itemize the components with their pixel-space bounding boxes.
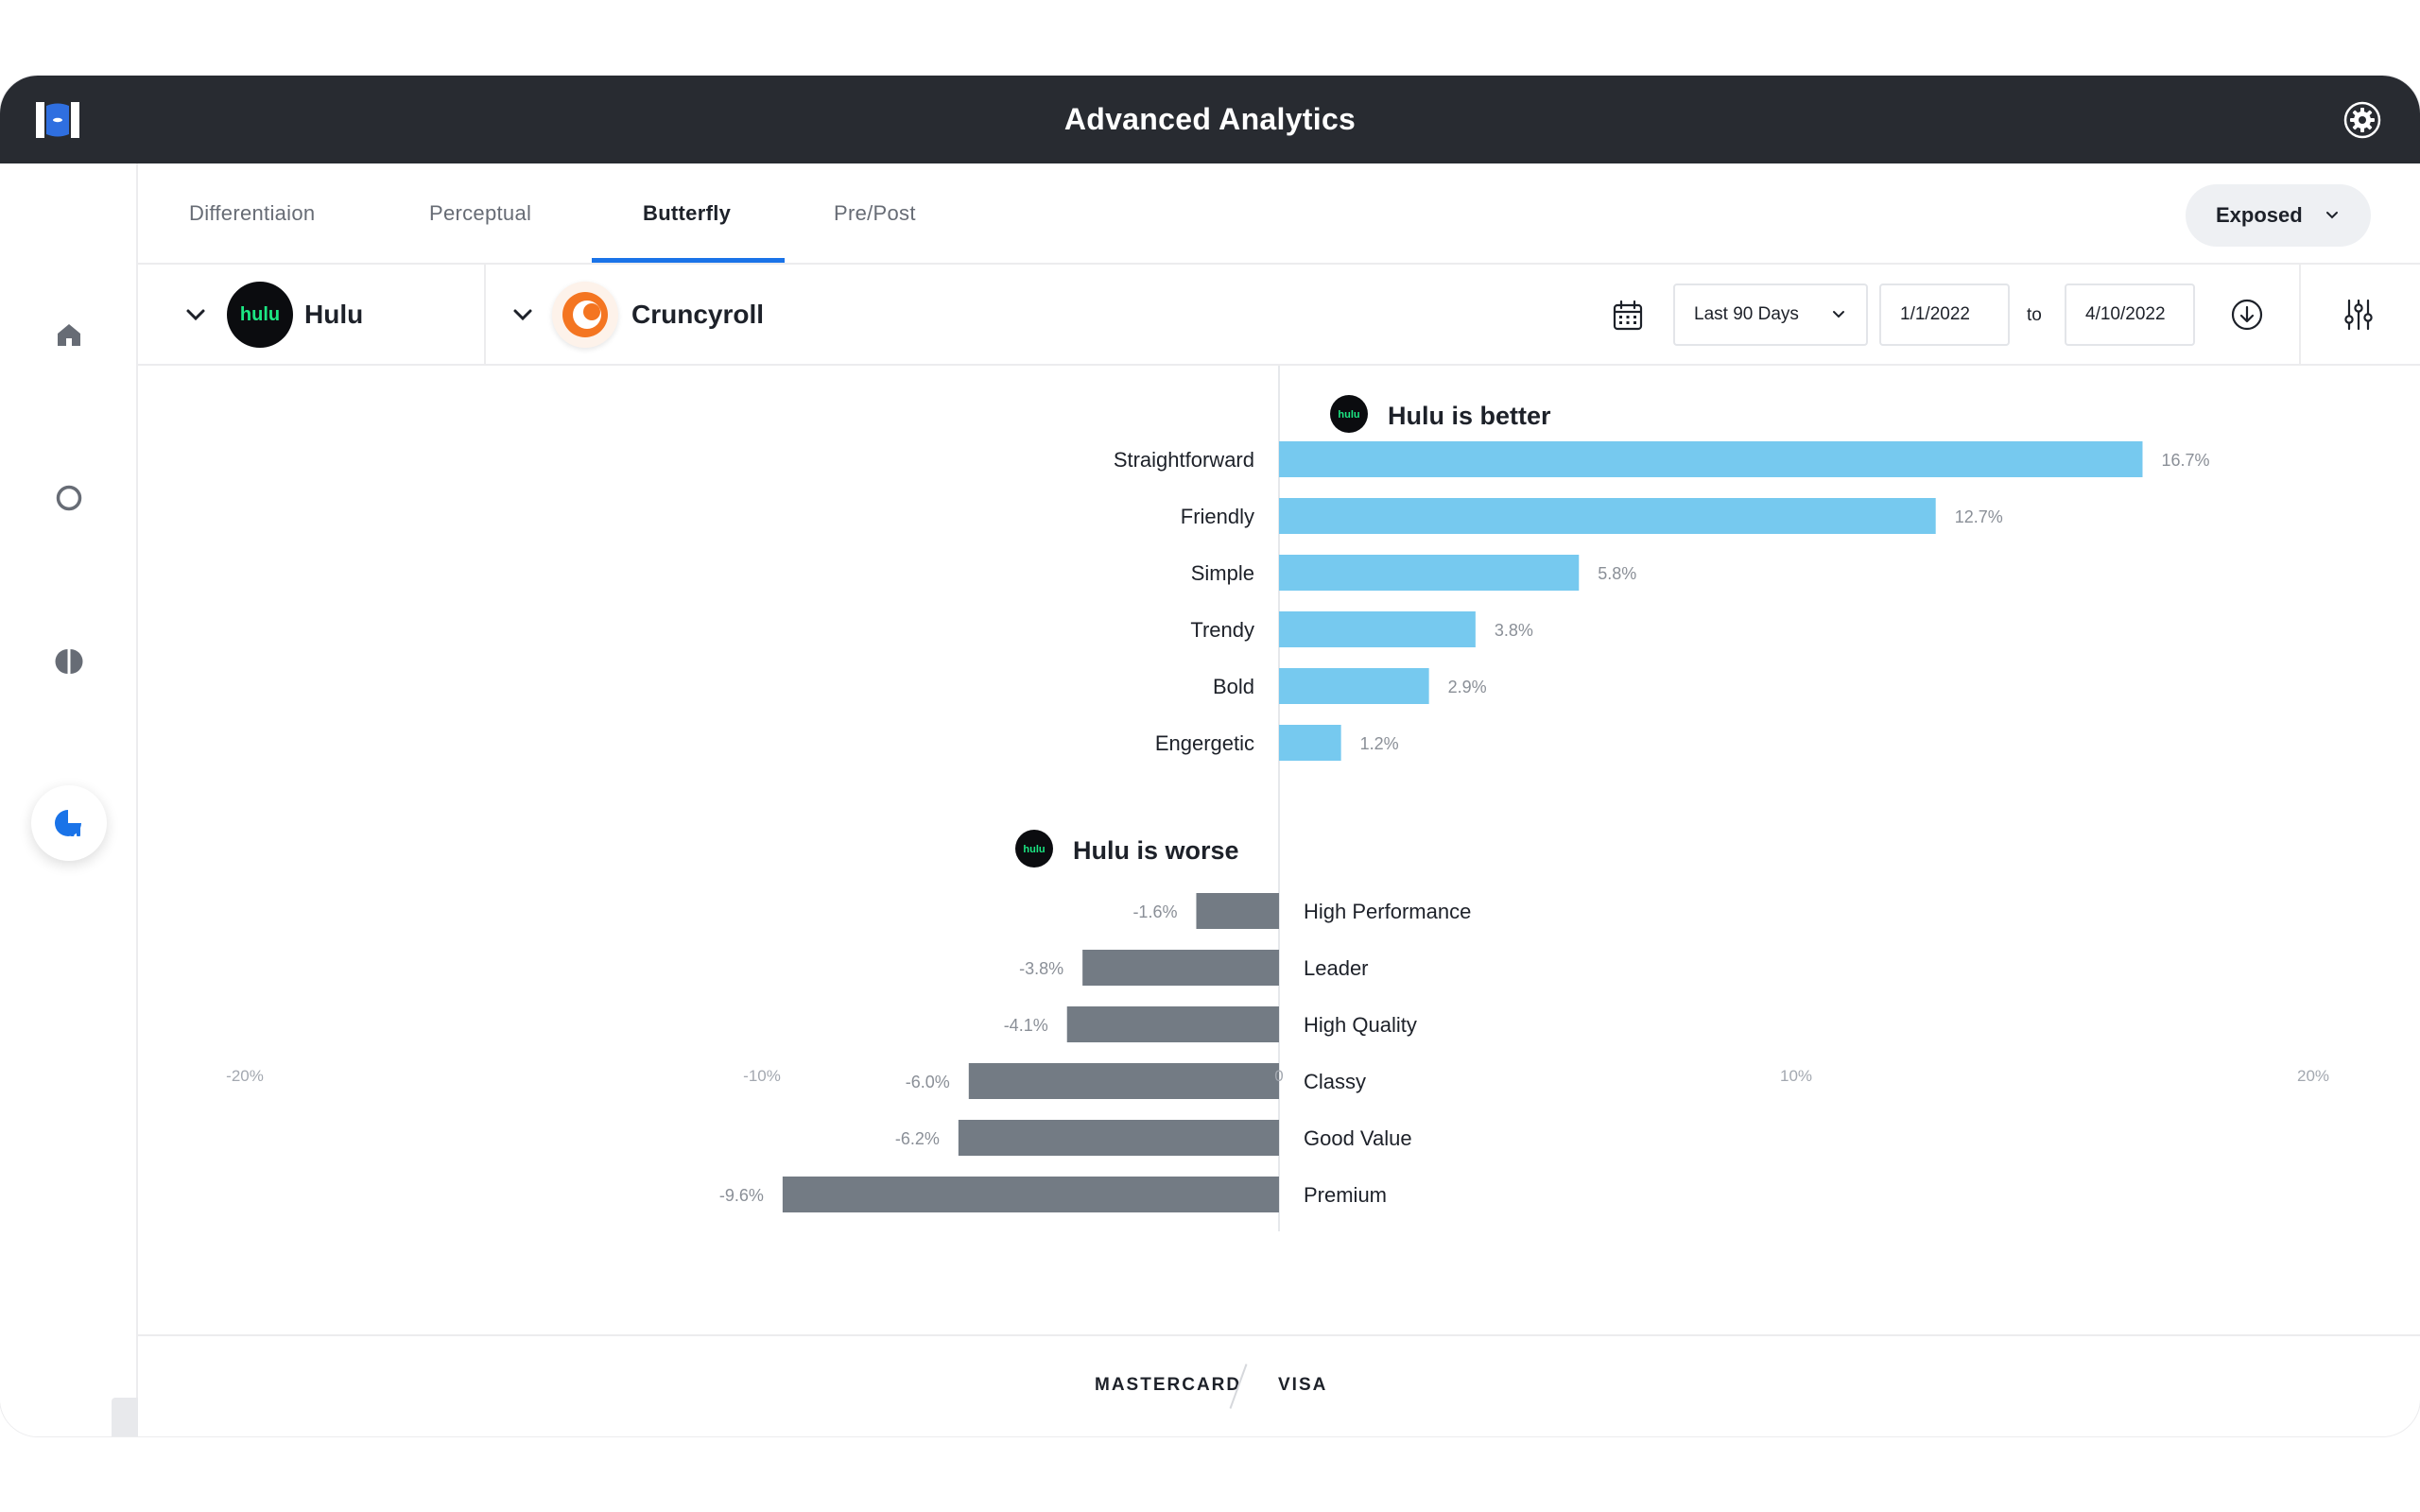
tab-differentiation[interactable]: Differentiaion — [189, 201, 316, 225]
worse-value-label: -9.6% — [719, 1186, 764, 1205]
crunchyroll-logo-icon — [562, 292, 608, 337]
better-value-label: 5.8% — [1598, 564, 1636, 583]
worse-value-label: -4.1% — [1004, 1016, 1048, 1035]
worse-value-label: -6.0% — [906, 1073, 950, 1091]
worse-bar — [1066, 1006, 1279, 1042]
better-bar — [1279, 725, 1341, 761]
start-date-field[interactable]: 1/1/2022 — [1879, 284, 2010, 346]
half-circle-icon — [55, 649, 83, 674]
hulu-logo-text: hulu — [239, 304, 281, 325]
date-to-label: to — [2027, 305, 2042, 325]
better-bar — [1279, 611, 1476, 647]
better-bar — [1279, 555, 1580, 591]
filter-bar: hulu Hulu Cruncyroll Last 90 — [138, 265, 2420, 366]
sidebar — [0, 163, 138, 1436]
better-bar — [1279, 441, 2143, 477]
tab-pre-post[interactable]: Pre/Post — [834, 201, 916, 225]
worse-header: hulu Hulu is worse — [1015, 830, 1239, 868]
worse-bar — [782, 1177, 1279, 1212]
app-logo-icon — [36, 102, 79, 138]
sidebar-item-analytics[interactable] — [31, 785, 107, 861]
tab-perceptual[interactable]: Perceptual — [429, 201, 532, 225]
primary-brand-dropdown-icon[interactable] — [183, 302, 208, 327]
better-bar — [1279, 668, 1429, 704]
tab-bar: Differentiaion Perceptual Butterfly Pre/… — [138, 163, 2420, 265]
gear-icon[interactable] — [2342, 100, 2382, 140]
sliders-icon[interactable] — [2341, 297, 2377, 333]
comparison-brand-name: Cruncyroll — [631, 300, 765, 329]
worse-value-label: -3.8% — [1019, 959, 1063, 978]
better-value-label: 3.8% — [1495, 621, 1533, 640]
exposure-select[interactable]: Exposed — [2186, 184, 2371, 247]
better-bar — [1279, 498, 1936, 534]
circle-icon — [56, 485, 82, 511]
worse-value-label: -1.6% — [1132, 902, 1177, 921]
better-category-label: Engergetic — [1155, 731, 1254, 755]
date-range-select-value: Last 90 Days — [1694, 304, 1799, 324]
worse-category-label: Leader — [1304, 956, 1369, 980]
calendar-icon[interactable] — [1611, 299, 1645, 333]
primary-brand-name: Hulu — [304, 300, 364, 329]
sidebar-item-perceptual[interactable] — [49, 478, 89, 518]
better-category-label: Friendly — [1181, 505, 1254, 528]
x-tick-label: -10% — [743, 1067, 781, 1085]
crunchyroll-logo — [552, 282, 618, 348]
hulu-badge-text: hulu — [1023, 844, 1045, 855]
analytics-icon — [55, 810, 81, 836]
footer: MASTERCARD VISA — [138, 1334, 2420, 1436]
end-date-field[interactable]: 4/10/2022 — [2065, 284, 2195, 346]
sidebar-expand-handle[interactable] — [112, 1398, 138, 1436]
better-value-label: 12.7% — [1955, 507, 2003, 526]
better-value-label: 1.2% — [1360, 734, 1399, 753]
worse-bar — [958, 1120, 1279, 1156]
home-icon — [58, 324, 80, 346]
sidebar-item-compare[interactable] — [49, 642, 89, 681]
brand-divider — [484, 265, 486, 364]
tab-butterfly[interactable]: Butterfly — [643, 201, 732, 225]
hulu-badge-icon — [1330, 395, 1368, 433]
hulu-badge-icon — [1015, 830, 1053, 868]
better-category-label: Bold — [1213, 675, 1254, 698]
worse-category-label: Classy — [1304, 1070, 1366, 1093]
x-tick-label: -20% — [226, 1067, 264, 1085]
x-tick-label: 10% — [1780, 1067, 1812, 1085]
worse-category-label: Premium — [1304, 1183, 1387, 1207]
exposure-select-value: Exposed — [2216, 203, 2303, 227]
worse-category-label: High Performance — [1304, 900, 1471, 923]
chevron-down-icon — [1833, 311, 1844, 318]
worse-title: Hulu is worse — [1073, 836, 1239, 865]
worse-category-label: High Quality — [1304, 1013, 1417, 1037]
better-title: Hulu is better — [1388, 402, 1551, 430]
worse-bar — [968, 1063, 1279, 1099]
download-icon[interactable] — [2229, 297, 2265, 333]
app-title: Advanced Analytics — [1063, 102, 1357, 136]
tab-visa[interactable]: VISA — [1278, 1375, 1328, 1395]
sidebar-item-home[interactable] — [49, 315, 89, 354]
butterfly-chart: hulu Hulu is better hulu Hulu is worse S… — [226, 366, 2329, 1231]
date-range-select[interactable]: Last 90 Days — [1673, 284, 1868, 346]
worse-category-label: Good Value — [1304, 1126, 1412, 1150]
title-bar: Advanced Analytics — [0, 76, 2420, 163]
hulu-badge-text: hulu — [1338, 409, 1359, 421]
worse-bar — [1082, 950, 1279, 986]
better-category-label: Simple — [1191, 561, 1254, 585]
better-value-label: 16.7% — [2161, 451, 2209, 470]
x-tick-label: 20% — [2297, 1067, 2329, 1085]
app-window: Advanced Analytics — [0, 76, 2420, 1436]
better-category-label: Straightforward — [1114, 448, 1254, 472]
chevron-down-icon — [2326, 212, 2338, 219]
x-tick-label: 0 — [1274, 1067, 1283, 1085]
better-value-label: 2.9% — [1448, 678, 1487, 696]
filter-divider — [2299, 265, 2301, 364]
hulu-logo: hulu — [227, 282, 293, 348]
better-category-label: Trendy — [1190, 618, 1254, 642]
better-header: hulu Hulu is better — [1330, 395, 1551, 433]
active-tab-indicator — [592, 258, 785, 263]
worse-value-label: -6.2% — [895, 1129, 940, 1148]
tab-mastercard[interactable]: MASTERCARD — [1095, 1375, 1242, 1395]
worse-bar — [1196, 893, 1279, 929]
comparison-brand-dropdown-icon[interactable] — [510, 302, 535, 327]
